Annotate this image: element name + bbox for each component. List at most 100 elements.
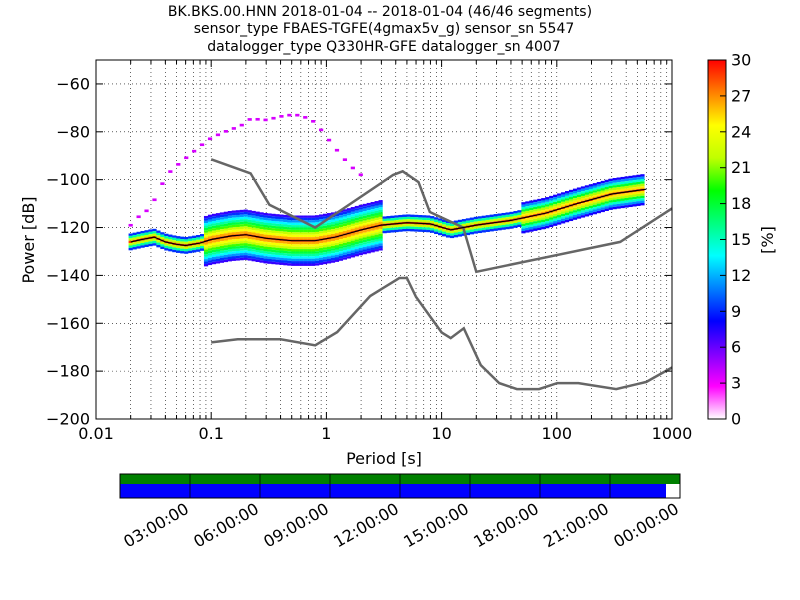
pdf-cell bbox=[477, 228, 482, 231]
pdf-cell bbox=[378, 231, 383, 234]
pdf-cell bbox=[620, 198, 625, 201]
pdf-cell bbox=[287, 256, 292, 259]
pdf-cell bbox=[128, 247, 133, 251]
pdf-cell bbox=[600, 204, 605, 208]
pdf-cell bbox=[322, 254, 328, 257]
colorbar-tick-label: 18 bbox=[731, 194, 751, 213]
pdf-cell bbox=[477, 225, 482, 229]
pdf-cell bbox=[271, 235, 276, 238]
pdf-cell bbox=[271, 218, 276, 221]
pdf-cell bbox=[235, 243, 240, 247]
pdf-cell bbox=[521, 221, 526, 224]
pdf-cell bbox=[203, 254, 209, 257]
pdf-cell bbox=[549, 195, 554, 199]
pdf-cell bbox=[227, 258, 232, 262]
pdf-cell bbox=[231, 248, 236, 252]
pdf-cell bbox=[140, 233, 145, 236]
pdf-cell bbox=[227, 218, 232, 221]
pdf-cell bbox=[346, 212, 351, 216]
pdf-cell bbox=[315, 215, 320, 218]
pdf-cell bbox=[267, 242, 272, 245]
pdf-cell bbox=[354, 225, 359, 228]
pdf-cell bbox=[374, 232, 379, 235]
pdf-cell bbox=[370, 206, 375, 210]
pdf-cell bbox=[227, 256, 232, 259]
pdf-cell bbox=[461, 233, 467, 236]
pdf-cell bbox=[350, 228, 355, 232]
pdf-cell bbox=[572, 205, 578, 208]
pdf-cell bbox=[350, 221, 355, 224]
pdf-cell bbox=[346, 246, 351, 249]
pdf-cell bbox=[215, 220, 221, 223]
pdf-cell bbox=[263, 256, 268, 259]
pdf-cell bbox=[152, 238, 157, 241]
pdf-cell bbox=[457, 234, 463, 237]
pdf-cell bbox=[307, 225, 312, 228]
pdf-cell-upper bbox=[334, 148, 340, 152]
pdf-cell bbox=[636, 184, 641, 187]
pdf-cell bbox=[632, 182, 637, 185]
pdf-cell bbox=[255, 213, 260, 217]
pdf-cell bbox=[553, 197, 558, 200]
pdf-cell bbox=[640, 202, 645, 206]
pdf-cell bbox=[426, 215, 431, 218]
availability-bar: 03:00:0006:00:0009:00:0012:00:0015:00:00… bbox=[119, 473, 682, 551]
pdf-cell bbox=[600, 180, 605, 184]
pdf-cell bbox=[243, 221, 248, 224]
pdf-cell bbox=[322, 247, 328, 250]
pdf-cell bbox=[378, 216, 383, 220]
pdf-cell bbox=[235, 212, 240, 215]
pdf-cell bbox=[596, 208, 601, 211]
pdf-cell bbox=[553, 221, 558, 224]
pdf-cell bbox=[374, 227, 379, 230]
pdf-cell bbox=[636, 177, 641, 180]
pdf-cell bbox=[215, 232, 221, 235]
pdf-cell bbox=[624, 188, 629, 191]
pdf-cell bbox=[275, 226, 280, 229]
pdf-cell bbox=[271, 223, 276, 226]
pdf-cell bbox=[338, 219, 344, 223]
pdf-cell bbox=[346, 234, 351, 237]
pdf-cell bbox=[557, 193, 562, 196]
pdf-cell bbox=[592, 190, 597, 193]
x-tick-label: 0.1 bbox=[198, 424, 223, 443]
pdf-cell bbox=[251, 237, 256, 240]
pdf-cell bbox=[370, 201, 375, 205]
pdf-cell bbox=[640, 195, 645, 199]
pdf-cell bbox=[513, 225, 518, 228]
pdf-cell bbox=[557, 210, 562, 213]
pdf-cell bbox=[342, 235, 348, 239]
pdf-cell bbox=[350, 238, 355, 241]
pdf-cell bbox=[612, 197, 617, 200]
pdf-cell bbox=[148, 229, 153, 232]
pdf-cell bbox=[287, 222, 292, 225]
pdf-cell bbox=[299, 263, 304, 266]
pdf-cell-upper bbox=[223, 130, 228, 133]
pdf-cell bbox=[553, 199, 558, 202]
pdf-cell bbox=[366, 214, 371, 218]
pdf-cell bbox=[334, 225, 340, 229]
pdf-cell bbox=[259, 245, 264, 249]
pdf-cell bbox=[418, 227, 423, 230]
pdf-cell bbox=[568, 201, 574, 205]
pdf-cell bbox=[346, 227, 351, 230]
pdf-cell bbox=[374, 201, 379, 204]
pdf-cell bbox=[307, 227, 312, 230]
pdf-cell bbox=[303, 249, 308, 252]
pdf-cell bbox=[267, 220, 272, 224]
pdf-cell bbox=[203, 247, 209, 250]
pdf-cell bbox=[295, 261, 300, 264]
pdf-cell bbox=[612, 202, 617, 205]
pdf-cell bbox=[410, 219, 415, 222]
pdf-cell bbox=[545, 209, 550, 212]
pdf-cell bbox=[640, 198, 645, 201]
pdf-cell bbox=[211, 240, 217, 243]
pdf-cell bbox=[275, 242, 280, 246]
pdf-cell bbox=[160, 237, 165, 240]
pdf-cell bbox=[184, 251, 189, 254]
pdf-cell bbox=[255, 223, 260, 226]
pdf-cell bbox=[600, 190, 605, 193]
pdf-cell bbox=[295, 244, 300, 247]
pdf-cell bbox=[588, 208, 593, 211]
pdf-cell bbox=[251, 222, 256, 226]
